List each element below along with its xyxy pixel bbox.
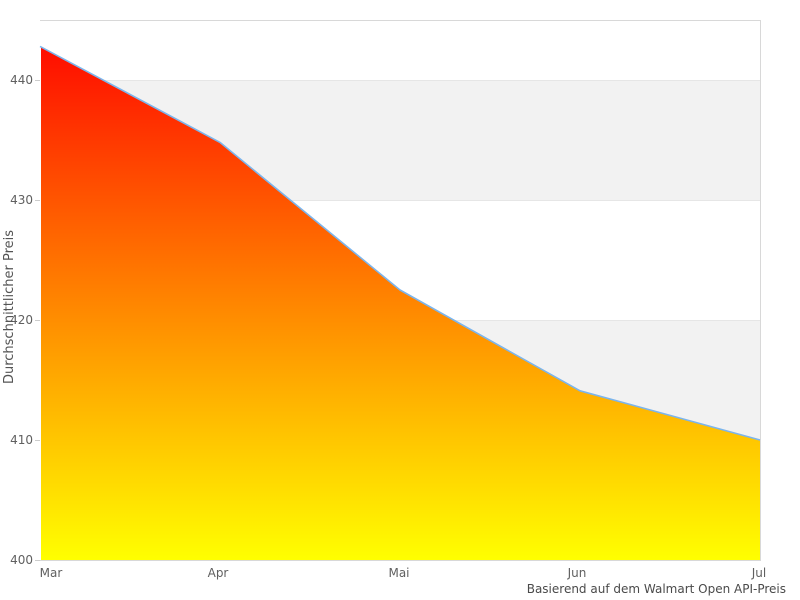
x-tick-label: Jul (751, 566, 767, 580)
x-tick-label: Apr (207, 566, 229, 580)
y-tick-label: 440 (10, 73, 33, 87)
y-tick-label: 400 (10, 553, 33, 567)
price-line (39, 45, 761, 441)
y-axis-title: Durchschnittlicher Preis (2, 229, 17, 385)
area-fill (40, 46, 760, 560)
x-tick-label: Jun (567, 566, 587, 580)
y-tick-label: 430 (10, 193, 33, 207)
chart-caption: Basierend auf dem Walmart Open API-Preis (526, 582, 786, 596)
x-tick-label: Mar (39, 566, 63, 580)
y-axis-tick-marks (35, 80, 40, 561)
x-tick-label: Mai (388, 566, 410, 580)
y-tick-label: 420 (10, 313, 33, 327)
y-tick-label: 410 (10, 433, 33, 447)
